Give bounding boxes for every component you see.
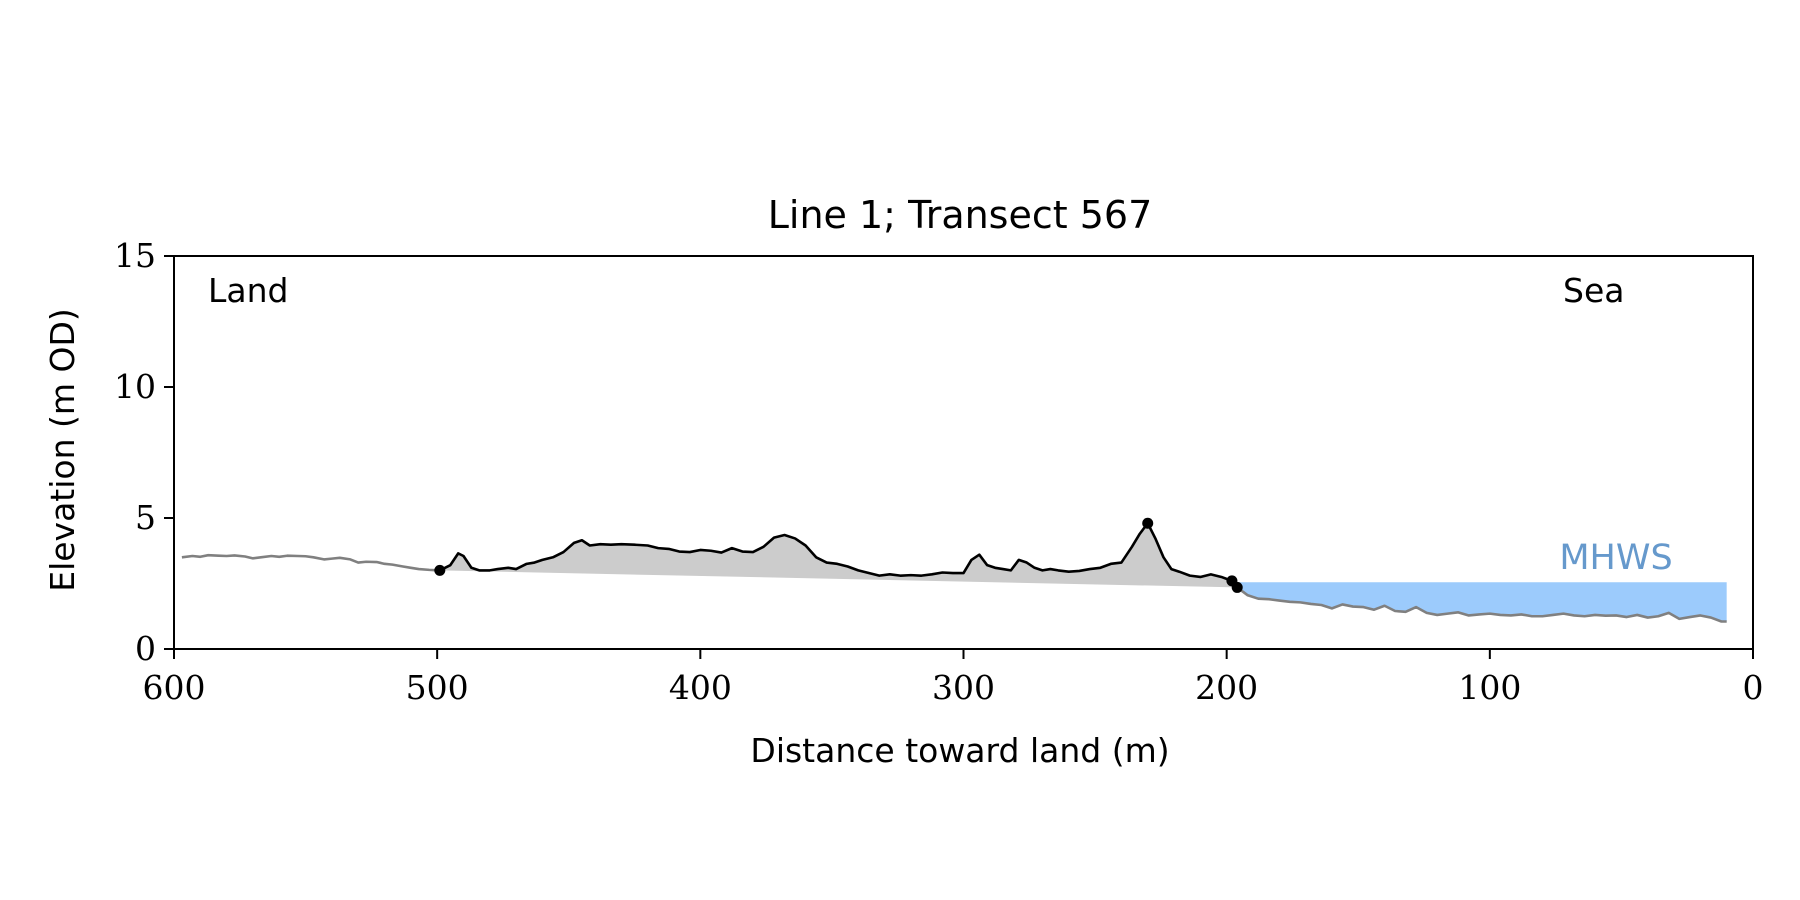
sea-area-fill [1237,582,1727,622]
plot-fills [439,523,1727,622]
dune-area-fill [439,523,1238,588]
y-axis-label: Elevation (m OD) [43,308,82,592]
dune-marker-point [434,564,446,576]
dune-marker-point [1231,581,1243,593]
dune-marker-point [1142,517,1154,529]
x-axis-label: Distance toward land (m) [750,731,1169,770]
dune-profile-line [439,521,1239,589]
plot-points [434,517,1243,593]
chart-title: Line 1; Transect 567 [768,193,1153,237]
landward-profile-line [181,553,440,572]
y-tick-label: 10 [114,367,156,406]
x-tick-label: 400 [669,668,732,707]
x-axis-ticks: 600 500 400 300 200 100 0 [143,649,1764,707]
y-tick-label: 0 [135,629,156,668]
x-tick-label: 600 [143,668,206,707]
x-tick-label: 200 [1195,668,1258,707]
sea-annotation: Sea [1563,271,1624,310]
mhws-annotation: MHWS [1559,538,1672,578]
seaward-profile-line [1236,586,1727,623]
x-tick-label: 300 [932,668,995,707]
x-tick-label: 0 [1743,668,1764,707]
land-annotation: Land [208,271,288,310]
plot-lines [181,521,1727,623]
y-axis-ticks: 0 5 10 15 [114,236,174,668]
x-tick-label: 500 [406,668,469,707]
x-tick-label: 100 [1458,668,1521,707]
y-tick-label: 5 [135,498,156,537]
y-tick-label: 15 [114,236,156,275]
